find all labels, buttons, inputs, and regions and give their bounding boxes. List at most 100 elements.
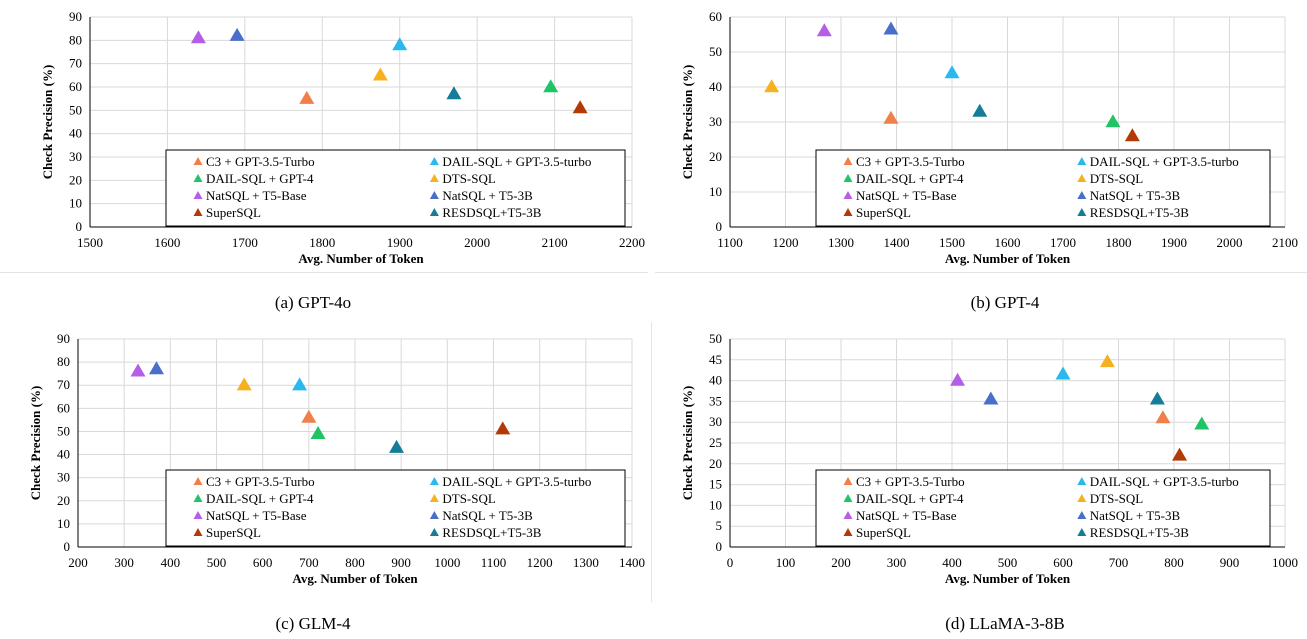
x-tick-label: 1500 [77, 235, 103, 250]
legend-box [815, 149, 1271, 227]
divider-vertical [651, 322, 652, 602]
x-tick-label: 1600 [995, 235, 1021, 250]
x-tick-label: 200 [831, 555, 851, 570]
chart-panel-a: 0 10 20 30 40 50 60 70 80 90 1500 1600 1700 1800 1900 2… [0, 0, 650, 270]
x-tick-label: 2000 [464, 235, 490, 250]
x-tick-label: 1700 [1050, 235, 1076, 250]
y-tick-label: 30 [57, 470, 70, 485]
divider-horizontal-right [655, 272, 1307, 273]
legend-label: DAIL-SQL + GPT-3.5-turbo [1090, 154, 1239, 169]
y-tick-label: 50 [709, 44, 722, 59]
legend-label: DAIL-SQL + GPT-3.5-turbo [442, 474, 591, 489]
y-tick-label: 25 [709, 435, 722, 450]
x-axis-title: Avg. Number of Token [945, 251, 1071, 266]
legend-marker [193, 191, 203, 199]
x-tick-label: 800 [345, 555, 365, 570]
data-point-dail-sql-gpt-4 [1194, 416, 1210, 430]
legend-label: NatSQL + T5-Base [856, 508, 957, 523]
legend-marker [843, 191, 853, 199]
data-point-dail-sql-gpt-4 [1105, 114, 1121, 128]
x-tick-label: 2000 [1217, 235, 1243, 250]
y-tick-label: 35 [709, 393, 722, 408]
x-tick-label: 900 [391, 555, 411, 570]
legend-label: C3 + GPT-3.5-Turbo [206, 474, 315, 489]
data-point-dail-sql-gpt-3-5-turbo [944, 65, 960, 79]
x-tick-label: 900 [1220, 555, 1240, 570]
data-point-natsql-t5-base [190, 30, 206, 44]
legend-marker [843, 528, 853, 536]
legend-label: DAIL-SQL + GPT-4 [856, 171, 964, 186]
legend-marker [429, 191, 439, 199]
x-tick-label: 1100 [717, 235, 743, 250]
legend-marker [843, 511, 853, 519]
y-tick-label: 50 [57, 423, 70, 438]
y-axis-title: Check Precision (%) [680, 65, 695, 180]
legend-label: NatSQL + T5-Base [856, 188, 957, 203]
legend-marker [429, 477, 439, 485]
data-point-supersql [1172, 447, 1188, 461]
legend-marker [843, 157, 853, 165]
y-tick-label: 50 [69, 102, 82, 117]
y-tick-label: 30 [709, 414, 722, 429]
legend-label: RESDSQL+T5-3B [442, 205, 541, 220]
legend-marker [193, 208, 203, 216]
x-tick-label: 2100 [1272, 235, 1298, 250]
legend-marker [429, 494, 439, 502]
legend-label: C3 + GPT-3.5-Turbo [856, 474, 965, 489]
data-point-natsql-t5-base [130, 363, 146, 377]
legend-marker [843, 494, 853, 502]
y-tick-label: 70 [69, 56, 82, 71]
x-tick-label: 1800 [309, 235, 335, 250]
legend-marker [1077, 528, 1087, 536]
x-tick-label: 300 [114, 555, 134, 570]
x-tick-label: 2200 [619, 235, 645, 250]
y-tick-label: 40 [57, 447, 70, 462]
legend-label: NatSQL + T5-Base [206, 508, 307, 523]
x-tick-label: 1700 [232, 235, 258, 250]
legend-label: RESDSQL+T5-3B [1090, 205, 1189, 220]
legend-marker [193, 157, 203, 165]
legend-label: NatSQL + T5-3B [1090, 508, 1181, 523]
y-tick-label: 20 [709, 456, 722, 471]
scatter-chart-glm-4: 0 10 20 30 40 50 60 70 80 90 200 300 400 500 600 700 800… [28, 331, 645, 586]
x-tick-label: 800 [1164, 555, 1184, 570]
y-tick-label: 10 [69, 196, 82, 211]
legend-box [815, 469, 1271, 547]
legend-marker [429, 511, 439, 519]
data-point-dail-sql-gpt-4 [543, 79, 559, 93]
data-point-natsql-t5-3b [148, 361, 164, 375]
x-tick-label: 2100 [542, 235, 568, 250]
y-tick-label: 80 [57, 354, 70, 369]
y-tick-label: 90 [57, 331, 70, 346]
y-tick-label: 10 [709, 497, 722, 512]
data-point-supersql [1124, 128, 1140, 142]
data-point-dail-sql-gpt-3-5-turbo [292, 377, 308, 391]
x-tick-label: 1900 [1161, 235, 1187, 250]
legend-label: DTS-SQL [1090, 171, 1144, 186]
legend-label: DAIL-SQL + GPT-3.5-turbo [1090, 474, 1239, 489]
x-tick-label: 400 [942, 555, 962, 570]
x-tick-label: 400 [161, 555, 181, 570]
legend-label: DTS-SQL [442, 491, 496, 506]
legend-marker [843, 477, 853, 485]
data-point-c3-gpt-3-5-turbo [1155, 410, 1171, 424]
x-tick-label: 1300 [828, 235, 854, 250]
data-point-c3-gpt-3-5-turbo [299, 90, 315, 104]
y-tick-label: 0 [64, 539, 71, 554]
y-axis-title: Check Precision (%) [28, 386, 43, 501]
data-point-c3-gpt-3-5-turbo [883, 110, 899, 124]
chart-panel-c: 0 10 20 30 40 50 60 70 80 90 200 300 400 500 600 700 800… [0, 322, 650, 602]
legend-label: DAIL-SQL + GPT-3.5-turbo [442, 154, 591, 169]
divider-horizontal-left [0, 272, 648, 273]
y-tick-label: 60 [69, 79, 82, 94]
legend-label: RESDSQL+T5-3B [1090, 525, 1189, 540]
x-tick-label: 1000 [1272, 555, 1298, 570]
y-tick-label: 80 [69, 32, 82, 47]
legend-label: RESDSQL+T5-3B [442, 525, 541, 540]
legend-marker [1077, 511, 1087, 519]
legend-label: DAIL-SQL + GPT-4 [206, 491, 314, 506]
chart-caption-a: (a) GPT-4o [274, 293, 352, 312]
legend-marker [1077, 174, 1087, 182]
legend-marker [429, 208, 439, 216]
